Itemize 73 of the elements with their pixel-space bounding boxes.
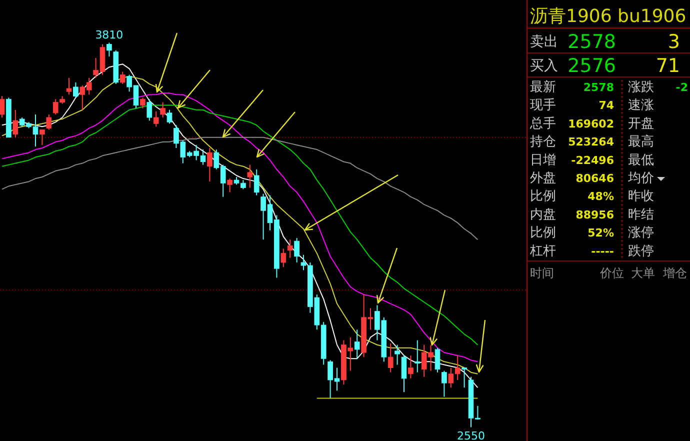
candlestick (414, 340, 420, 373)
category-label: 日增 (530, 152, 556, 168)
candlestick (40, 129, 45, 146)
text: 涨跌 (628, 80, 654, 95)
annotation: 2550 (457, 429, 485, 441)
candlestick (247, 164, 253, 188)
category-label: 持仓 (530, 134, 556, 150)
candlestick (106, 42, 112, 57)
text: -2 (676, 81, 688, 94)
candlestick (66, 77, 72, 96)
candlestick (254, 168, 260, 196)
candlestick (401, 355, 407, 393)
text: 最高 (628, 134, 654, 150)
category-label: 内盘 (530, 207, 556, 222)
candlestick (207, 148, 212, 182)
annotation: 3810 (95, 28, 124, 42)
text: 均价 (627, 171, 654, 186)
text: 2576 (568, 55, 616, 77)
text: 88956 (576, 208, 614, 222)
category-label: 总手 (529, 116, 556, 132)
candlestick (146, 98, 152, 122)
text: 74 (598, 99, 614, 112)
candlestick (120, 71, 126, 84)
text: -22496 (571, 154, 614, 167)
text: 71 (656, 55, 680, 77)
category-label: 现手 (530, 98, 556, 114)
text: 价位 (599, 266, 624, 280)
candlestick (12, 109, 18, 138)
category-label: 比例 (530, 189, 556, 204)
category-label: 买入 (530, 58, 558, 74)
text: ----- (591, 244, 614, 258)
text: 开盘 (628, 116, 654, 132)
candlestick (140, 97, 146, 109)
text: 沥青1906 bu1906 (530, 6, 686, 27)
candlestick (73, 82, 78, 98)
candlestick (287, 239, 293, 258)
candlestick (434, 347, 440, 373)
text: 大单 (631, 266, 655, 280)
candlestick (294, 238, 300, 263)
category-label: 外盘 (530, 171, 556, 186)
candlestick (160, 102, 166, 118)
text: 80646 (576, 172, 614, 185)
candlestick (388, 342, 394, 373)
candlestick (166, 109, 172, 124)
text: 最低 (628, 152, 654, 168)
text: 2578 (568, 31, 616, 53)
candlestick (46, 114, 52, 130)
candlestick (394, 344, 400, 366)
candlestick (0, 96, 5, 118)
category-label: 卖出 (530, 34, 558, 50)
text: 昨收 (628, 189, 654, 204)
candlestick (153, 110, 159, 128)
text: 昨结 (628, 207, 654, 222)
text: 速涨 (628, 98, 654, 114)
text: 2578 (583, 81, 614, 94)
candlestick (227, 178, 232, 193)
text: 增仓 (662, 266, 687, 280)
candlestick (442, 370, 447, 398)
category-label: 最新 (530, 80, 556, 95)
category-label: 比例 (530, 226, 556, 241)
text: 跌停 (628, 244, 654, 259)
candlestick (462, 367, 467, 388)
category-label: 杠杆 (529, 244, 556, 259)
text: 3 (668, 31, 680, 53)
text: 涨停 (628, 226, 654, 241)
candlestick (280, 248, 286, 268)
candlestick (354, 329, 360, 360)
text: 169602 (568, 117, 614, 130)
text: 时间 (530, 266, 554, 280)
text: 523264 (568, 136, 614, 149)
text: 52% (588, 226, 614, 240)
text: 48% (588, 190, 614, 204)
candlestick (408, 355, 414, 379)
